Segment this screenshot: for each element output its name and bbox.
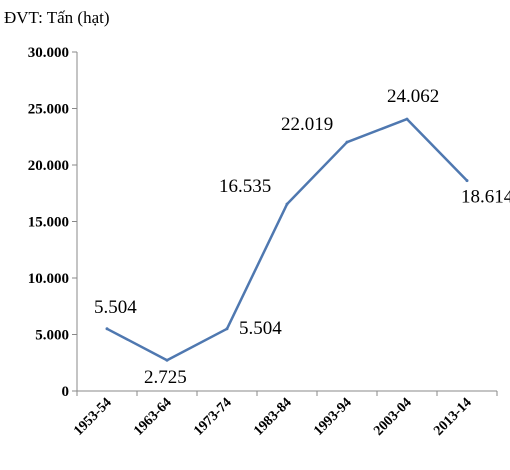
x-tick-label: 2003-04 <box>371 395 415 439</box>
data-labels: 5.504 2.725 5.504 16.535 22.019 24.062 18.614 <box>94 86 510 388</box>
y-tick-label: 15.000 <box>28 215 69 231</box>
y-tick-labels: 0 5.000 10.000 15.000 20.000 25.000 30.000 <box>28 45 69 400</box>
data-label: 16.535 <box>219 176 271 197</box>
axes <box>72 51 498 396</box>
x-tick-label: 1973-74 <box>191 395 235 439</box>
data-point <box>285 202 289 206</box>
data-label: 5.504 <box>239 318 282 339</box>
data-point <box>105 327 109 331</box>
y-tick-label: 5.000 <box>35 328 69 344</box>
data-label: 5.504 <box>94 297 137 318</box>
x-tick-label: 1963-64 <box>131 395 175 439</box>
data-point <box>405 117 409 121</box>
y-tick-label: 30.000 <box>28 45 69 61</box>
data-point <box>465 179 469 183</box>
data-point <box>345 140 349 144</box>
unit-label: ĐVT: Tấn (hạt) <box>4 8 110 27</box>
data-point <box>165 358 169 362</box>
series-line <box>106 117 468 362</box>
series-line-group <box>105 117 469 362</box>
y-tick-label: 25.000 <box>28 102 69 118</box>
y-tick-label: 0 <box>62 384 70 400</box>
data-label: 2.725 <box>144 367 187 388</box>
x-tick-label: 1953-54 <box>71 395 115 439</box>
y-tick-label: 10.000 <box>28 271 69 287</box>
data-point <box>225 327 229 331</box>
x-tick-labels: 1953-54 1963-64 1973-74 1983-84 1993-94 2003-… <box>71 395 475 439</box>
y-tick-label: 20.000 <box>28 158 69 174</box>
x-tick-label: 1983-84 <box>251 395 295 439</box>
data-label: 18.614 <box>461 187 510 208</box>
data-label: 24.062 <box>387 86 439 107</box>
x-tick-label: 2013-14 <box>431 395 475 439</box>
x-tick-label: 1993-94 <box>311 395 355 439</box>
data-label: 22.019 <box>281 114 333 135</box>
